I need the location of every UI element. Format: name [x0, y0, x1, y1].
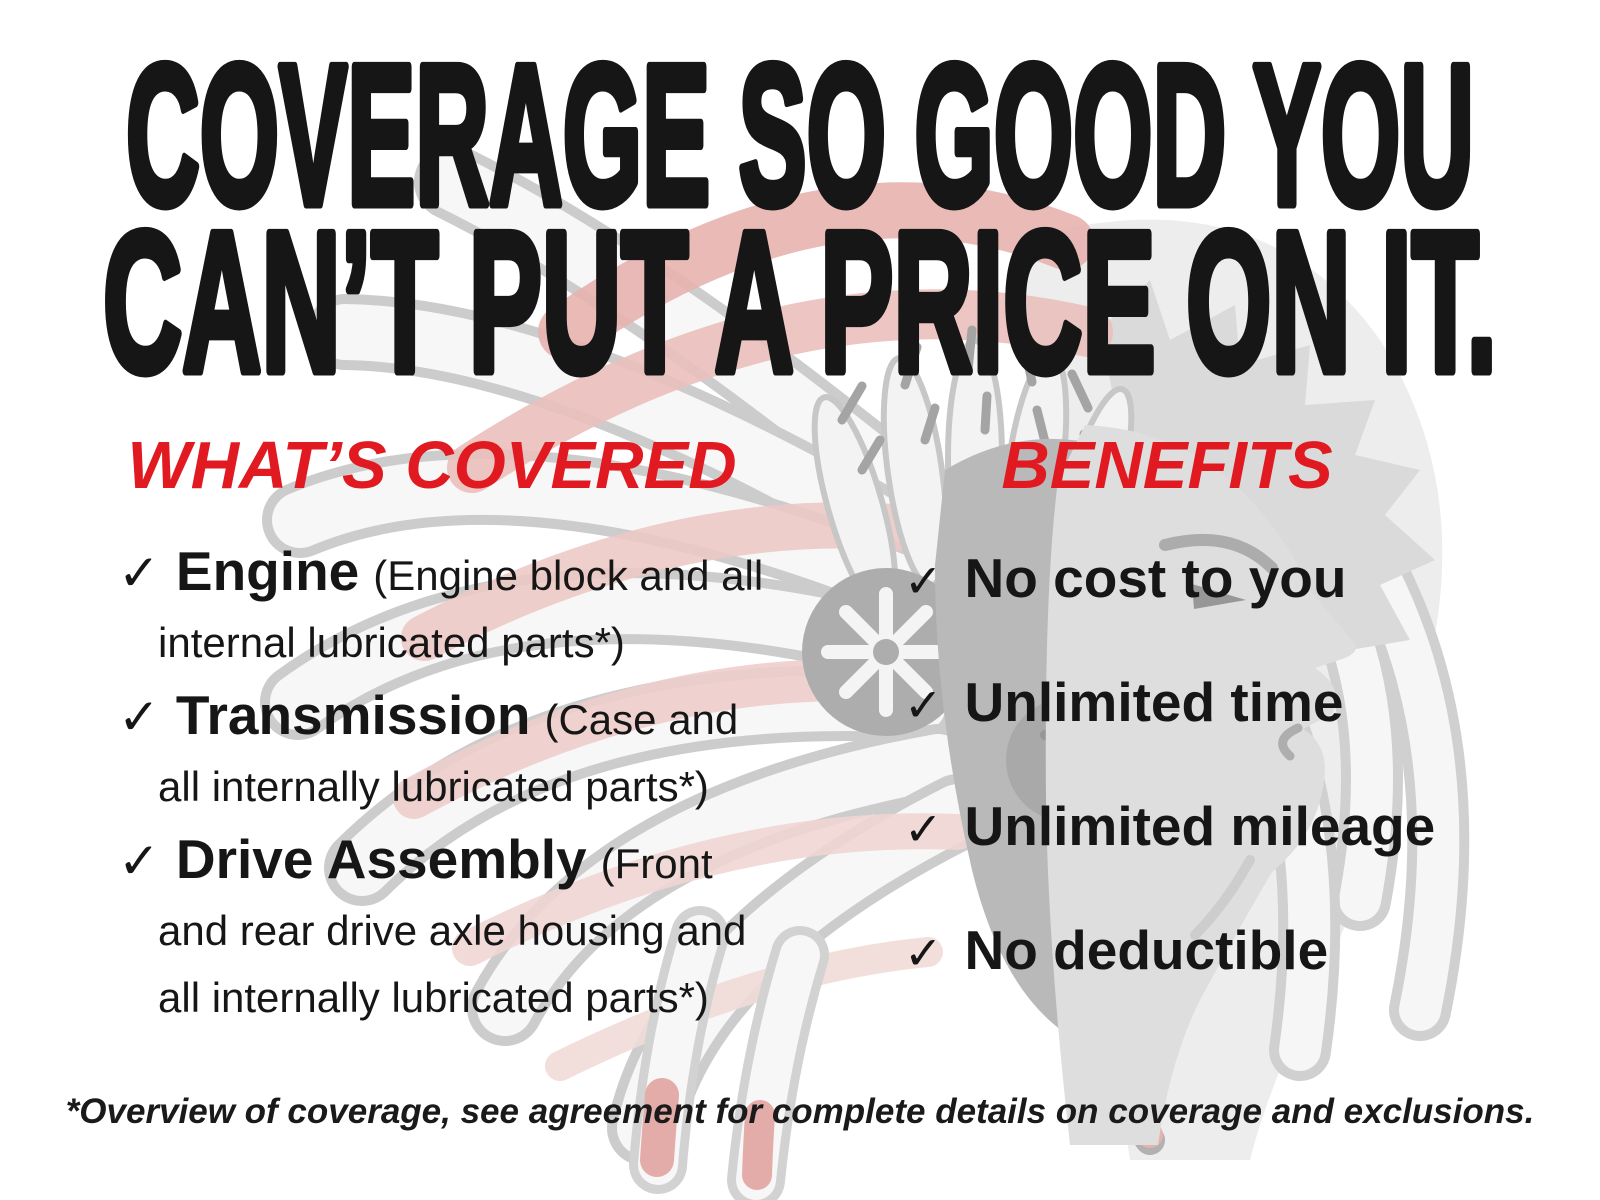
covered-item-name: Engine	[175, 540, 360, 602]
benefit-item-no-cost: ✓ No cost to you	[878, 546, 1506, 613]
benefit-label: Unlimited mileage	[964, 795, 1436, 857]
footnote: *Overview of coverage, see agreement for…	[65, 1092, 1535, 1131]
covered-item-engine: ✓ Engine (Engine block and all internal lu…	[118, 538, 782, 676]
covered-item-name: Drive Assembly	[175, 828, 587, 890]
benefit-label: Unlimited time	[964, 671, 1344, 733]
checkmark-icon: ✓	[904, 926, 943, 980]
headline-line-2: CAN’T PUT A PRICE ON IT.	[103, 191, 1497, 400]
covered-title: WHAT’S COVERED	[127, 428, 737, 503]
benefit-item-no-deductible: ✓ No deductible	[878, 918, 1506, 985]
checkmark-icon: ✓	[118, 544, 160, 602]
benefits-section: BENEFITS ✓ No cost to you ✓ Unlimited time…	[878, 428, 1506, 1042]
watermark-fringe	[1100, 280, 1435, 650]
benefit-label: No deductible	[964, 919, 1329, 981]
watermark-face	[1045, 425, 1356, 1145]
checkmark-icon: ✓	[904, 678, 943, 732]
benefit-label: No cost to you	[964, 547, 1347, 609]
benefits-title: BENEFITS	[1001, 428, 1333, 503]
checkmark-icon: ✓	[904, 554, 943, 608]
covered-item-detail: (Case and all internally lubricated part…	[158, 696, 739, 810]
headline-line-1: COVERAGE SO GOOD YOU	[126, 24, 1474, 247]
covered-item-name: Transmission	[175, 684, 531, 746]
headline: COVERAGE SO GOOD YOU CAN’T PUT A PRICE O…	[99, 20, 1502, 401]
covered-item-transmission: ✓ Transmission (Case and all internally lu…	[118, 682, 782, 820]
checkmark-icon: ✓	[118, 688, 160, 746]
covered-item-detail: (Front and rear drive axle housing and a…	[158, 840, 747, 1021]
benefit-item-unlimited-mileage: ✓ Unlimited mileage	[878, 794, 1506, 861]
covered-item-detail: (Engine block and all internal lubricate…	[158, 552, 764, 666]
checkmark-icon: ✓	[118, 832, 160, 890]
benefit-item-unlimited-time: ✓ Unlimited time	[878, 670, 1506, 737]
watermark-medallion	[802, 568, 970, 736]
checkmark-icon: ✓	[904, 802, 943, 856]
covered-section: WHAT’S COVERED ✓ Engine (Engine block and …	[118, 428, 782, 1037]
covered-item-drive-assembly: ✓ Drive Assembly (Front and rear drive axl…	[118, 826, 782, 1031]
